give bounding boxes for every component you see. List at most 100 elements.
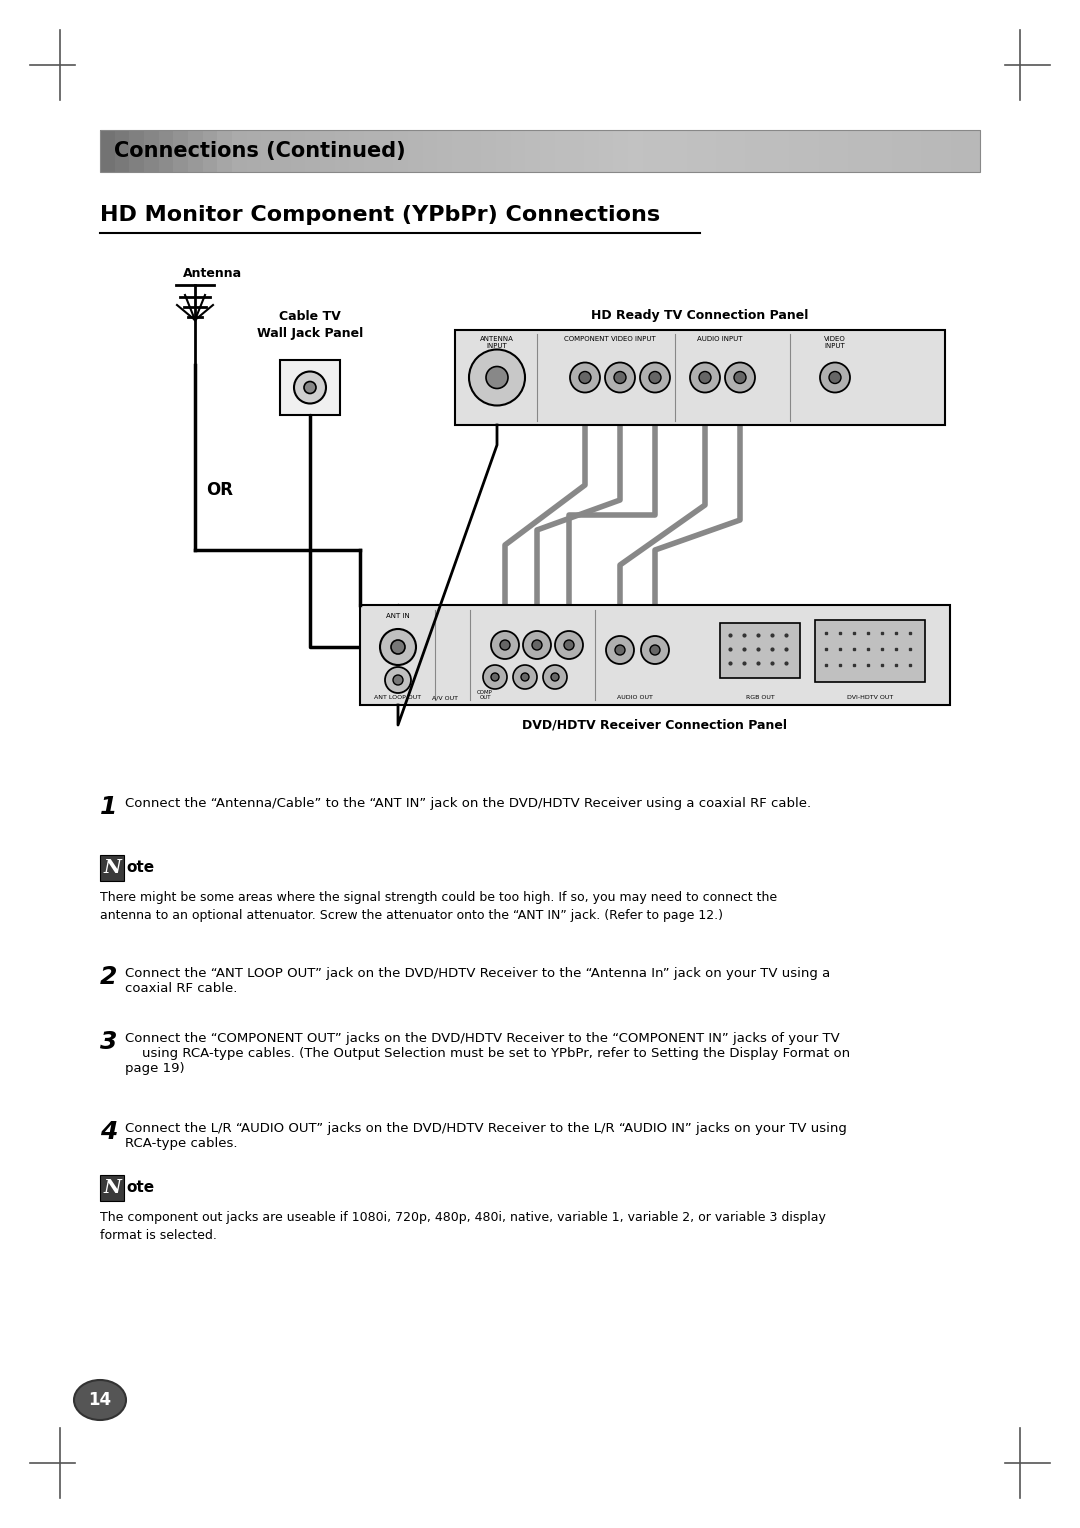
Bar <box>584 130 599 173</box>
Circle shape <box>615 645 625 656</box>
Bar <box>819 130 835 173</box>
Bar <box>863 130 878 173</box>
Text: 1: 1 <box>100 795 118 819</box>
Text: Antenna: Antenna <box>183 267 242 280</box>
Bar <box>217 130 233 173</box>
Text: Cable TV
Wall Jack Panel: Cable TV Wall Jack Panel <box>257 310 363 341</box>
Bar <box>892 130 907 173</box>
Circle shape <box>491 631 519 659</box>
Bar <box>950 130 967 173</box>
Circle shape <box>393 675 403 685</box>
Bar <box>731 130 746 173</box>
Text: N: N <box>104 1180 122 1196</box>
Text: ANT LOOP OUT: ANT LOOP OUT <box>375 695 421 700</box>
Bar <box>613 130 629 173</box>
Text: VIDEO
INPUT: VIDEO INPUT <box>824 336 846 348</box>
Circle shape <box>606 636 634 665</box>
Bar <box>907 130 922 173</box>
Bar <box>280 361 340 416</box>
Bar <box>360 605 950 704</box>
Circle shape <box>491 672 499 681</box>
Bar <box>848 130 864 173</box>
Circle shape <box>500 640 510 649</box>
Text: 4: 4 <box>100 1120 118 1144</box>
Circle shape <box>734 371 746 384</box>
Text: DVD/HDTV Receiver Connection Panel: DVD/HDTV Receiver Connection Panel <box>523 720 787 732</box>
Bar <box>291 130 307 173</box>
Circle shape <box>649 371 661 384</box>
Bar <box>745 130 761 173</box>
Bar <box>100 130 980 173</box>
Circle shape <box>605 362 635 393</box>
Bar <box>453 130 468 173</box>
Circle shape <box>469 350 525 405</box>
Text: ANTENNA
INPUT: ANTENNA INPUT <box>481 336 514 348</box>
Text: 2: 2 <box>100 966 118 989</box>
Bar <box>701 130 717 173</box>
Bar <box>408 130 423 173</box>
Circle shape <box>483 665 507 689</box>
Bar <box>261 130 276 173</box>
Bar <box>716 130 731 173</box>
Bar <box>276 130 292 173</box>
Bar <box>130 130 145 173</box>
Circle shape <box>532 640 542 649</box>
Bar <box>834 130 849 173</box>
Bar <box>320 130 336 173</box>
Circle shape <box>521 672 529 681</box>
Circle shape <box>725 362 755 393</box>
Bar <box>364 130 380 173</box>
Circle shape <box>690 362 720 393</box>
Bar <box>658 130 673 173</box>
Bar <box>349 130 365 173</box>
Bar <box>188 130 204 173</box>
Bar <box>246 130 262 173</box>
Circle shape <box>699 371 711 384</box>
Bar <box>720 623 800 678</box>
Text: N: N <box>104 859 122 877</box>
Text: Connect the “Antenna/Cable” to the “ANT IN” jack on the DVD/HDTV Receiver using : Connect the “Antenna/Cable” to the “ANT … <box>125 798 811 810</box>
Text: ote: ote <box>126 860 154 876</box>
Text: 14: 14 <box>89 1390 111 1409</box>
Bar <box>100 856 124 882</box>
Bar <box>144 130 160 173</box>
Bar <box>203 130 218 173</box>
Circle shape <box>829 371 841 384</box>
Text: Connect the “COMPONENT OUT” jacks on the DVD/HDTV Receiver to the “COMPONENT IN”: Connect the “COMPONENT OUT” jacks on the… <box>125 1031 850 1076</box>
Bar <box>789 130 805 173</box>
Circle shape <box>543 665 567 689</box>
Bar <box>159 130 174 173</box>
Circle shape <box>564 640 573 649</box>
Bar <box>555 130 570 173</box>
Bar <box>114 130 131 173</box>
Bar <box>100 130 116 173</box>
Bar <box>672 130 688 173</box>
Bar <box>774 130 791 173</box>
Bar <box>173 130 189 173</box>
Text: Connections (Continued): Connections (Continued) <box>114 141 406 160</box>
Text: HD Monitor Component (YPbPr) Connections: HD Monitor Component (YPbPr) Connections <box>100 205 660 225</box>
Circle shape <box>555 631 583 659</box>
Bar <box>525 130 541 173</box>
Circle shape <box>650 645 660 656</box>
Bar <box>569 130 585 173</box>
Bar <box>393 130 409 173</box>
Text: DVI-HDTV OUT: DVI-HDTV OUT <box>847 695 893 700</box>
Text: COMP
OUT: COMP OUT <box>477 691 492 700</box>
Bar <box>496 130 512 173</box>
Text: There might be some areas where the signal strength could be too high. If so, yo: There might be some areas where the sign… <box>100 891 778 921</box>
Bar <box>306 130 321 173</box>
Bar <box>804 130 820 173</box>
Bar <box>379 130 394 173</box>
Circle shape <box>523 631 551 659</box>
Bar <box>966 130 981 173</box>
Text: Connect the L/R “AUDIO OUT” jacks on the DVD/HDTV Receiver to the L/R “AUDIO IN”: Connect the L/R “AUDIO OUT” jacks on the… <box>125 1122 847 1151</box>
Text: The component out jacks are useable if 1080i, 720p, 480p, 480i, native, variable: The component out jacks are useable if 1… <box>100 1212 826 1242</box>
Circle shape <box>570 362 600 393</box>
Bar <box>482 130 497 173</box>
Circle shape <box>513 665 537 689</box>
Circle shape <box>579 371 591 384</box>
Bar <box>815 620 924 681</box>
Circle shape <box>820 362 850 393</box>
Bar <box>643 130 659 173</box>
